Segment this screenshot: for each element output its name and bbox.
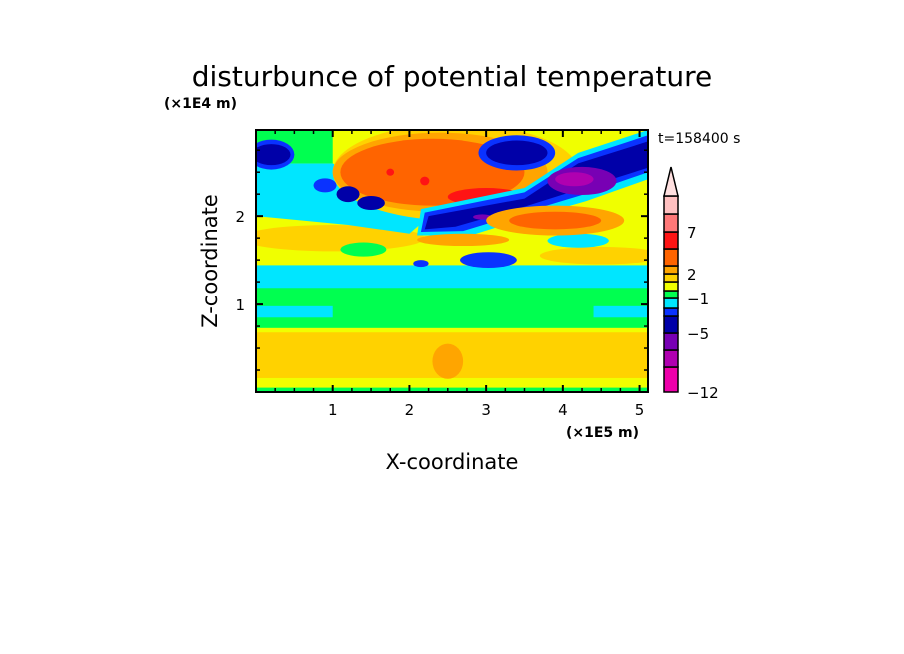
x-axis-label: X-coordinate (386, 450, 519, 474)
x-tick-labels: 1 2 3 4 5 (328, 401, 644, 419)
contour-region-37 (432, 343, 464, 379)
contour-region-34 (336, 186, 360, 203)
time-label: t=158400 s (658, 131, 740, 147)
y-tick-label: 2 (235, 208, 245, 226)
colorbar: −12−5−127 (663, 166, 719, 402)
colorbar-box (663, 248, 679, 267)
contour-region-10 (340, 242, 387, 257)
y-tick-label: 1 (235, 296, 245, 314)
x-tick-label: 1 (328, 401, 338, 419)
colorbar-box (663, 195, 679, 215)
colorbar-box (663, 332, 679, 351)
colorbar-label: −1 (687, 290, 709, 308)
colorbar-box (663, 231, 679, 250)
contour-region-19 (386, 168, 395, 176)
colorbar-label: 2 (687, 266, 697, 284)
colorbar-box (663, 307, 679, 317)
contour-region-28 (486, 140, 548, 166)
contour-region-36 (417, 233, 510, 247)
colorbar-box (663, 213, 679, 233)
x-tick-label: 2 (405, 401, 415, 419)
contour-region-14 (256, 144, 291, 166)
contour-region-30 (509, 211, 602, 230)
colorbar-box (663, 366, 679, 393)
colorbar-label: 7 (687, 224, 697, 242)
contour-region-8 (539, 246, 648, 265)
contour-field (256, 130, 648, 392)
contour-region-33 (313, 178, 337, 193)
contour-region-25 (555, 172, 594, 187)
colorbar-overflow-triangle (663, 166, 679, 197)
plot-frame (255, 129, 649, 393)
contour-region-6 (256, 265, 648, 289)
contour-region-20 (420, 176, 430, 186)
colorbar-box (663, 297, 679, 309)
colorbar-box (663, 290, 679, 299)
contour-region-1 (256, 387, 648, 392)
contour-region-5 (593, 305, 648, 318)
x-tick-label: 3 (481, 401, 491, 419)
colorbar-label: −12 (687, 384, 719, 402)
y-axis-label: Z-coordinate (198, 194, 222, 328)
y-unit-label: (×1E4 m) (164, 96, 237, 112)
colorbar-box (663, 349, 679, 368)
contour-region-3 (256, 282, 648, 328)
colorbar-box (663, 315, 679, 334)
x-tick-label: 4 (558, 401, 568, 419)
contour-region-31 (460, 252, 517, 269)
colorbar-box (663, 265, 679, 275)
contour-region-9 (547, 233, 609, 248)
y-tick-labels: 12 (235, 208, 245, 314)
colorbar-label: −5 (687, 325, 709, 343)
x-tick-label: 5 (635, 401, 645, 419)
colorbar-box (663, 281, 679, 292)
chart-title: disturbunce of potential temperature (192, 60, 713, 93)
contour-region-32 (413, 260, 429, 268)
x-unit-label: (×1E5 m) (566, 425, 639, 441)
colorbar-box (663, 273, 679, 283)
contour-region-35 (357, 195, 385, 211)
contour-region-4 (256, 305, 333, 318)
contour-region-7 (256, 224, 425, 252)
contour-region-23 (424, 141, 648, 230)
